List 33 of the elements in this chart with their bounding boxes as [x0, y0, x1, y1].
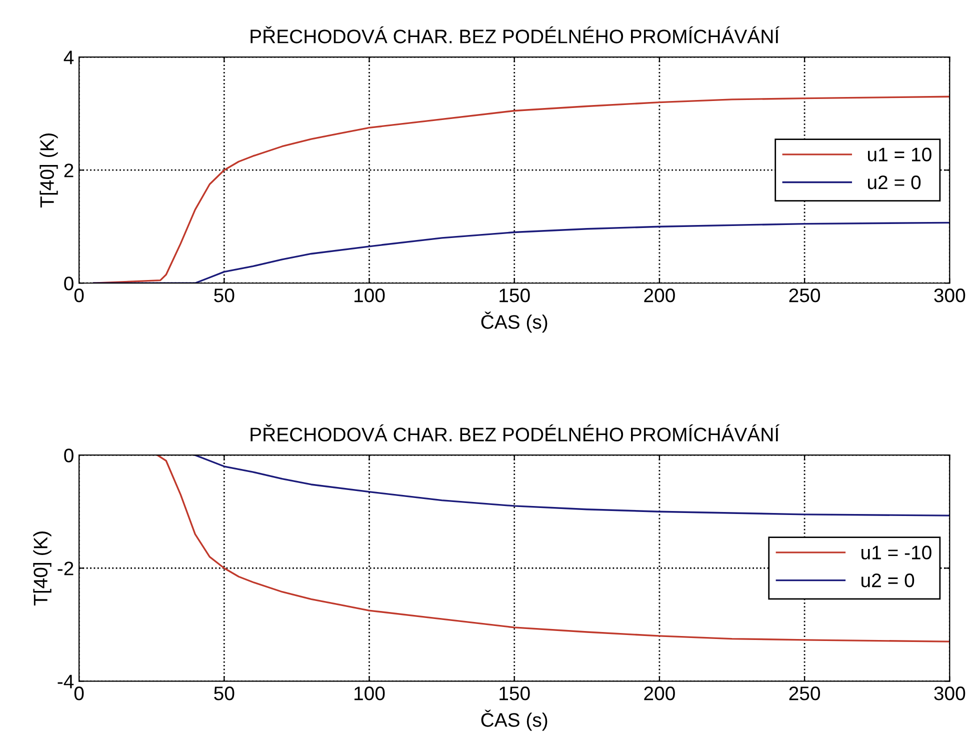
chart-title: PŘECHODOVÁ CHAR. BEZ PODÉLNÉHO PROMÍCHÁVÁNÍ — [250, 424, 780, 442]
x-tick-label: 150 — [500, 686, 530, 700]
x-tick-label: 200 — [644, 288, 675, 302]
legend-label: u1 = -10 — [862, 546, 932, 560]
y-tick-label: 0 — [64, 448, 74, 462]
legend-label: u2 = 0 — [868, 175, 921, 190]
x-tick-label: 250 — [789, 288, 820, 302]
x-tick-label: 150 — [500, 288, 530, 302]
y-axis-title: T[40] (K) — [33, 532, 52, 606]
x-tick-label: 0 — [74, 288, 84, 302]
legend-label: u2 = 0 — [862, 574, 914, 588]
y-tick-label: -4 — [58, 674, 74, 688]
x-tick-label: 300 — [934, 288, 966, 302]
x-axis-title: ČAS (s) — [481, 312, 548, 333]
y-tick-label: 2 — [64, 164, 74, 178]
y-tick-label: 0 — [64, 276, 74, 290]
chart-title: PŘECHODOVÁ CHAR. BEZ PODÉLNÉHO PROMÍCHÁVÁNÍ — [250, 26, 780, 44]
x-tick-label: 200 — [644, 686, 675, 700]
x-tick-label: 300 — [934, 686, 966, 700]
x-tick-label: 50 — [214, 288, 234, 302]
x-tick-label: 0 — [74, 686, 84, 700]
line-series — [156, 455, 950, 642]
y-tick-label: -2 — [58, 562, 74, 576]
x-tick-label: 250 — [789, 686, 820, 700]
x-tick-label: 100 — [354, 686, 385, 700]
x-axis-title: ČAS (s) — [481, 710, 548, 731]
y-tick-label: 4 — [64, 50, 74, 64]
line-series — [194, 455, 950, 516]
line-series — [92, 96, 950, 284]
x-tick-label: 50 — [214, 686, 234, 700]
y-axis-title: T[40] (K) — [40, 133, 58, 208]
legend-label: u1 = 10 — [868, 148, 932, 162]
x-tick-label: 100 — [354, 288, 385, 302]
